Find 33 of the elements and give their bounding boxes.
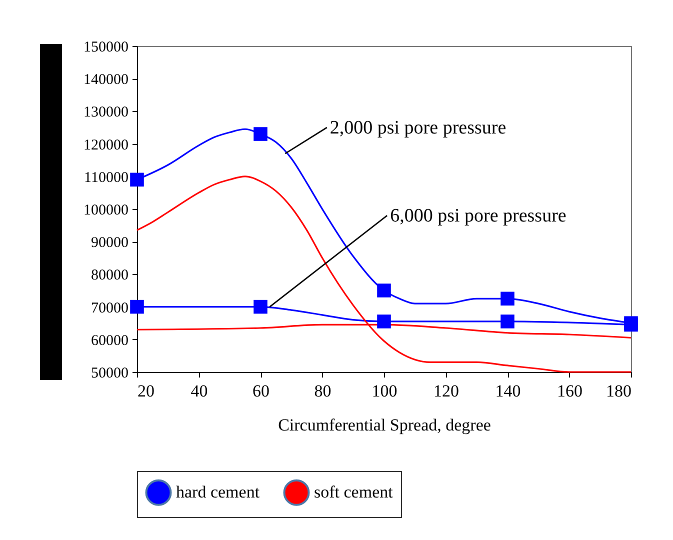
x-tick-label: 80 [314,382,332,400]
x-tick-label: 160 [557,382,582,400]
y-tick-label: 130000 [84,104,128,121]
x-tick-label: 60 [252,382,270,400]
y-tick-label: 80000 [91,268,128,284]
y-tick-label: 140000 [84,72,128,88]
legend-label: soft cement [314,482,394,502]
x-axis-title: Circumferential Spread, degree [278,416,491,434]
x-tick-label: 120 [434,382,459,400]
y-tick-label: 60000 [91,332,128,349]
annotation: 2,000 psi pore pressure [330,118,506,138]
point [130,172,144,187]
annotation: 6,000 psi pore pressure [390,206,566,227]
legend-label: hard cement [176,482,260,502]
y-tick-label: 100000 [84,202,128,218]
point [500,314,514,328]
y-tick-label: 90000 [91,235,128,252]
point [377,284,391,298]
x-tick-label: 40 [190,382,208,400]
y-tick-label: 150000 [84,40,128,56]
y-tick-label: 120000 [84,137,128,154]
y-tick-label: 70000 [91,300,128,316]
point [130,300,144,314]
x-tick-label: 140 [495,382,521,400]
point [254,127,268,141]
point [254,300,268,314]
y-tick-label: 50000 [91,366,128,382]
x-tick-label: 20 [138,382,154,400]
x-tick-label: 100 [372,382,398,400]
y-tick-label: 110000 [84,170,128,186]
point [377,314,391,328]
point [500,292,514,306]
x-tick-label: 180 [606,382,632,400]
